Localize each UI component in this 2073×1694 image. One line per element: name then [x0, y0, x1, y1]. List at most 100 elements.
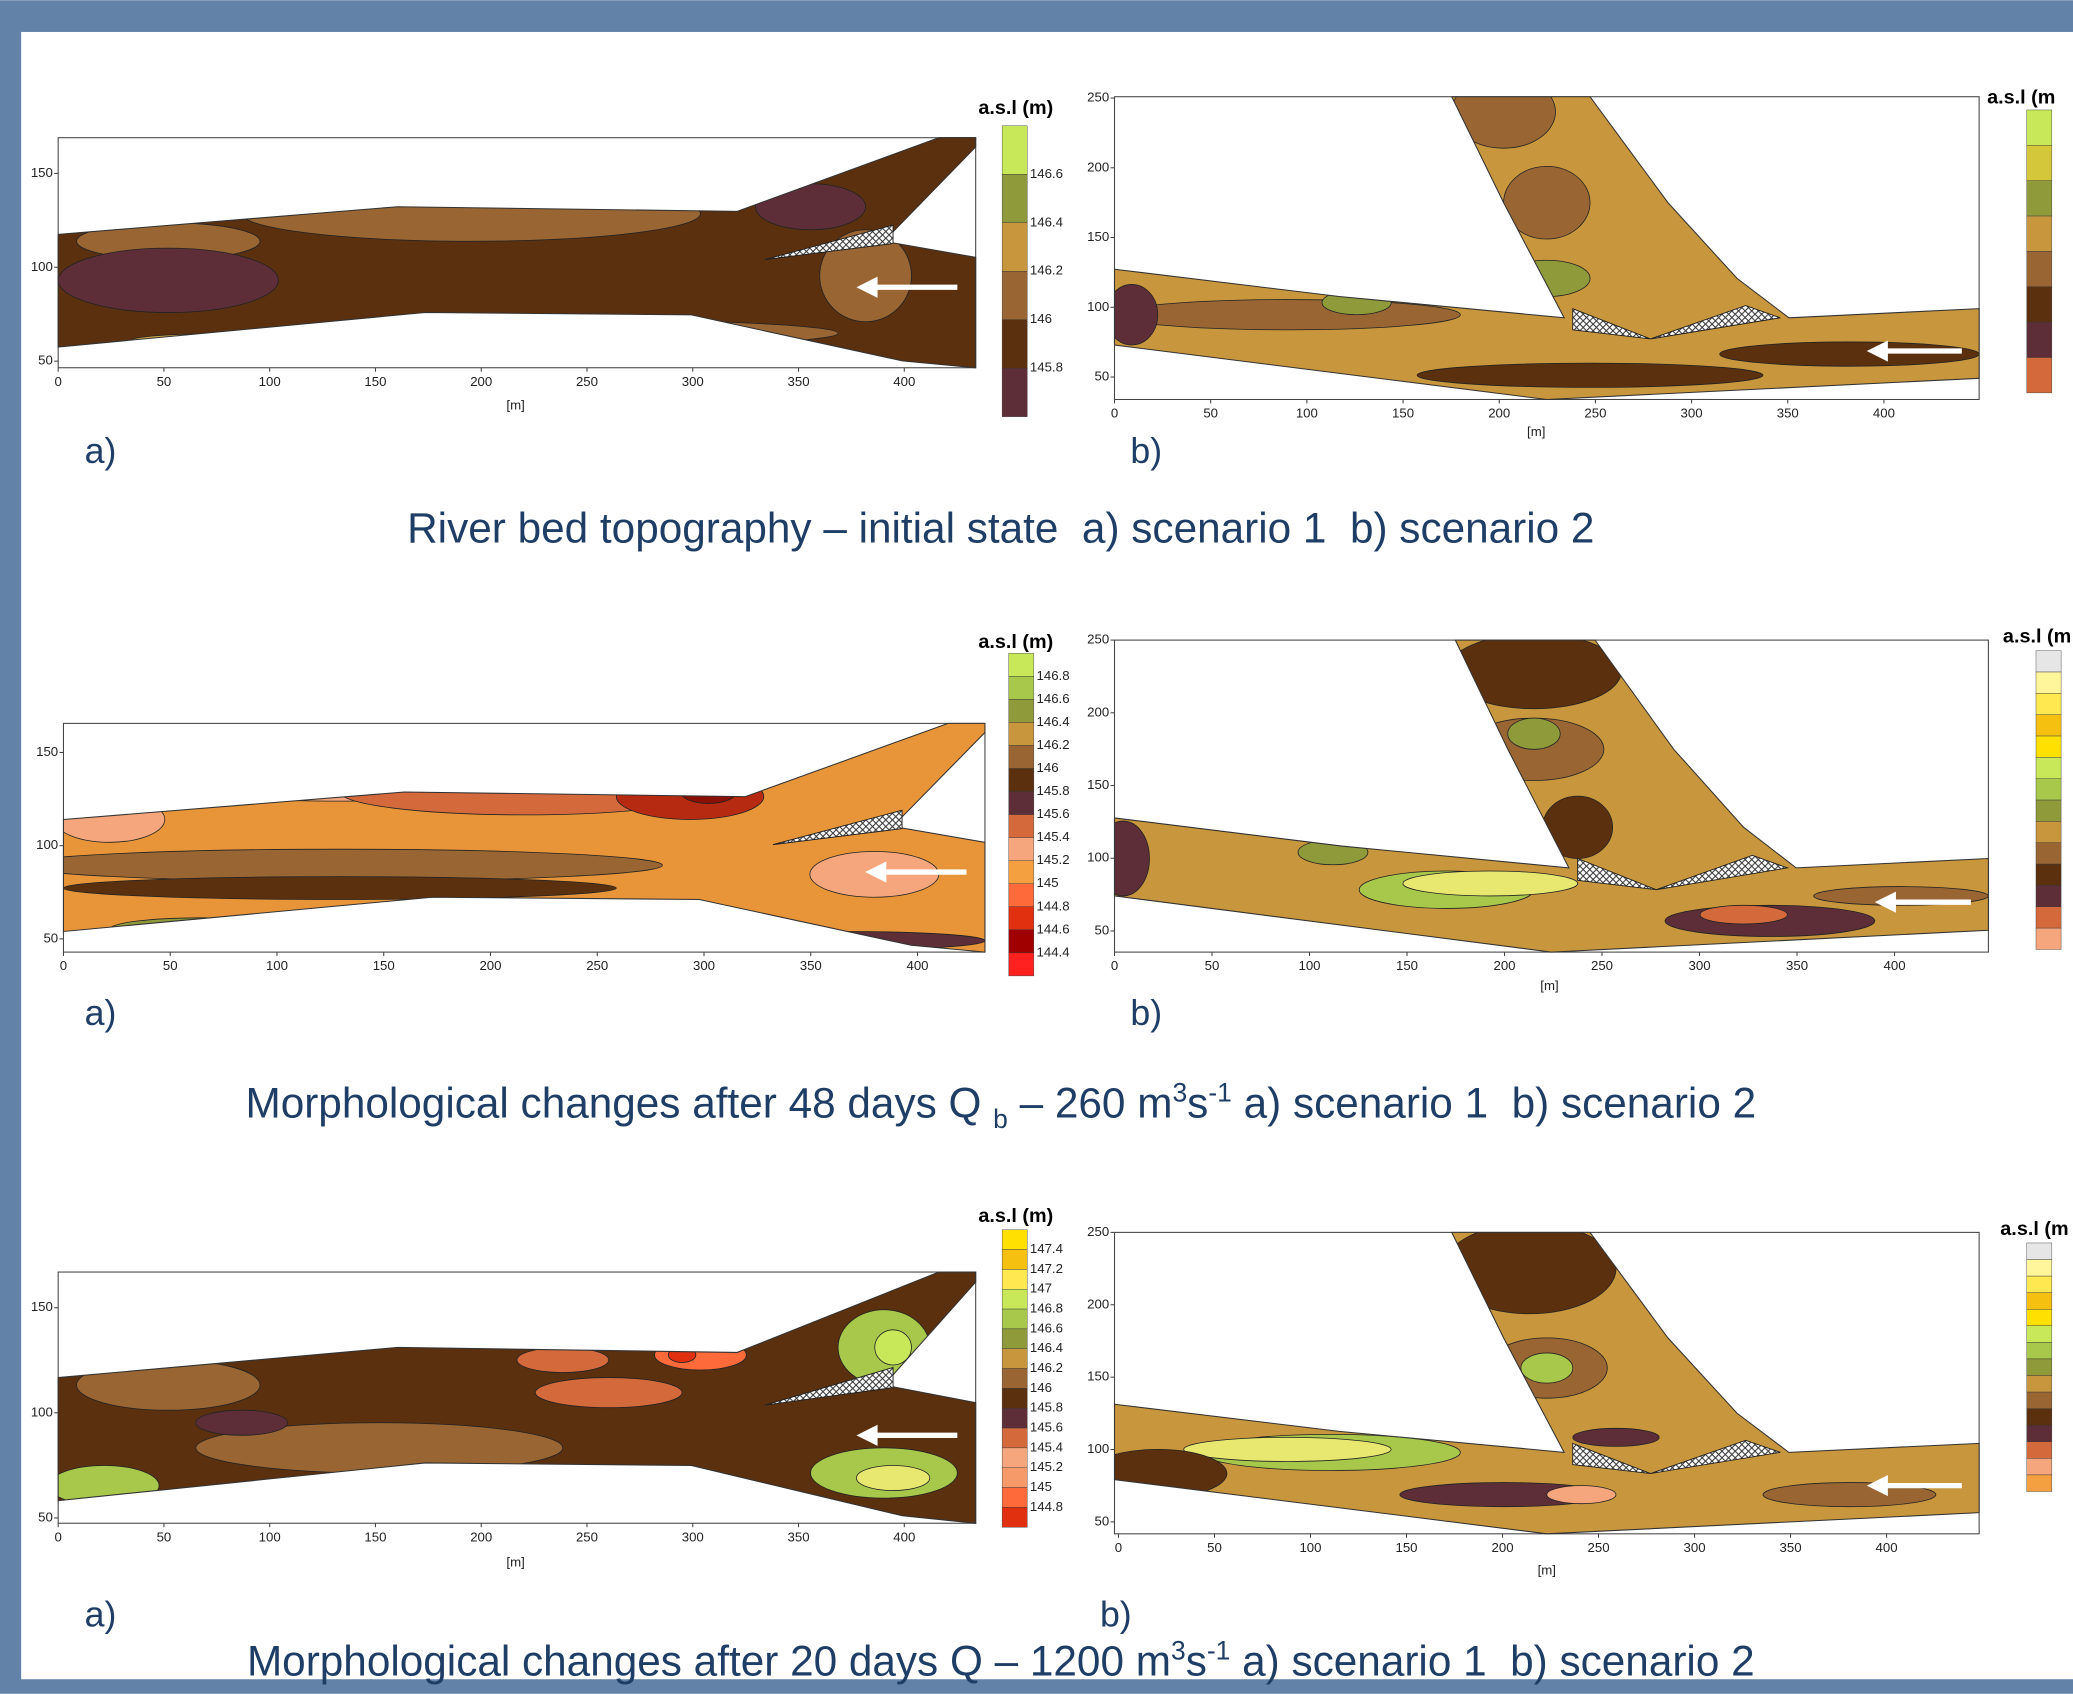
legend-swatch — [1002, 1488, 1027, 1508]
x-tick-label: 150 — [1392, 406, 1414, 421]
legend-swatch — [1002, 1428, 1027, 1448]
x-tick-label: 0 — [1111, 958, 1118, 973]
x-tick-label: 0 — [1115, 1540, 1122, 1555]
figure: River bed topography – initial state a) … — [0, 0, 2073, 1694]
legend-tick-label: 144.8 — [1030, 1499, 1063, 1514]
legend-tick-label: 146.4 — [1030, 214, 1063, 229]
legend-tick-label: 145 — [1030, 1479, 1052, 1494]
contour-zone — [517, 1347, 609, 1372]
y-tick-label: 200 — [1087, 159, 1109, 174]
x-axis-unit: [m] — [1538, 1562, 1556, 1577]
caption-sub: b — [993, 1104, 1008, 1134]
legend-swatch — [1002, 1269, 1027, 1289]
legend-swatch — [1002, 1329, 1027, 1349]
x-tick-label: 150 — [364, 1529, 386, 1544]
legend-swatch — [2027, 1276, 2052, 1293]
y-tick-label: 150 — [36, 744, 58, 759]
legend-swatch — [2036, 864, 2061, 885]
legend-swatch — [2027, 110, 2052, 145]
contour-zone — [1720, 342, 1979, 366]
x-axis-unit: [m] — [1527, 424, 1545, 439]
y-tick-label: 150 — [1087, 777, 1109, 792]
legend-swatch — [2027, 1342, 2052, 1359]
legend-swatch — [1002, 1388, 1027, 1408]
legend-tick-label: 145.2 — [1037, 852, 1070, 867]
y-tick-label: 100 — [31, 1404, 53, 1419]
legend-swatch — [1002, 1507, 1027, 1527]
x-tick-label: 200 — [1493, 958, 1515, 973]
y-tick-label: 50 — [43, 930, 58, 945]
x-axis-unit: [m] — [1540, 978, 1558, 993]
x-tick-label: 350 — [1780, 1540, 1802, 1555]
legend-tick-label: 146.8 — [1030, 1301, 1063, 1316]
legend-swatch — [2027, 287, 2052, 322]
caption-sup: 3 — [1172, 1077, 1187, 1107]
legend-tick-label: 146.6 — [1030, 166, 1063, 181]
legend-tick-label: 145.6 — [1037, 806, 1070, 821]
y-tick-label: 100 — [1087, 299, 1109, 314]
y-tick-label: 150 — [1087, 229, 1109, 244]
y-tick-label: 200 — [1087, 704, 1109, 719]
caption-sup: -1 — [1207, 1635, 1231, 1665]
x-tick-label: 200 — [1488, 406, 1510, 421]
y-tick-label: 100 — [1087, 1441, 1109, 1456]
legend-swatch — [2027, 1243, 2052, 1260]
contour-zone — [196, 1410, 288, 1435]
x-tick-label: 350 — [787, 1529, 809, 1544]
panel-label: a) — [85, 993, 117, 1033]
legend-tick-label: 146 — [1037, 760, 1059, 775]
legend-tick-label: 146 — [1030, 1380, 1052, 1395]
y-tick-label: 150 — [31, 1299, 53, 1314]
legend-swatch — [1002, 1408, 1027, 1428]
legend-title: a.s.l (m — [1987, 86, 2055, 108]
y-tick-label: 100 — [31, 259, 53, 274]
legend-swatch — [1009, 653, 1034, 676]
legend-swatch — [2036, 651, 2061, 672]
x-tick-label: 150 — [373, 958, 395, 973]
x-tick-label: 400 — [1876, 1540, 1898, 1555]
y-tick-label: 150 — [1087, 1369, 1109, 1384]
legend-tick-label: 146 — [1030, 311, 1052, 326]
x-tick-label: 300 — [1681, 406, 1703, 421]
legend-swatch — [1002, 1468, 1027, 1488]
caption-text: s — [1186, 1637, 1207, 1684]
x-tick-label: 200 — [470, 374, 492, 389]
legend-title: a.s.l (m — [2000, 1218, 2068, 1240]
x-tick-label: 150 — [1396, 958, 1418, 973]
legend-tick-label: 145.4 — [1030, 1439, 1063, 1454]
x-tick-label: 50 — [1207, 1540, 1222, 1555]
legend-tick-label: 146.6 — [1030, 1320, 1063, 1335]
legend-swatch — [1009, 699, 1034, 722]
x-tick-label: 100 — [1296, 406, 1318, 421]
contour-zone — [1573, 1428, 1659, 1446]
x-tick-label: 300 — [682, 1529, 704, 1544]
contour-zone — [1403, 871, 1578, 896]
legend-swatch — [2027, 1442, 2052, 1459]
legend-tick-label: 146.2 — [1030, 263, 1063, 278]
legend-swatch — [2027, 1293, 2052, 1310]
legend-tick-label: 147.4 — [1030, 1241, 1063, 1256]
legend-tick-label: 144.4 — [1037, 944, 1070, 959]
legend-swatch — [1002, 223, 1027, 271]
x-tick-label: 250 — [1591, 958, 1613, 973]
legend-swatch — [2027, 358, 2052, 393]
legend-swatch — [1002, 368, 1027, 416]
legend-swatch — [1009, 861, 1034, 884]
legend-swatch — [2027, 145, 2052, 180]
y-tick-label: 150 — [31, 165, 53, 180]
y-tick-label: 250 — [1087, 1224, 1109, 1239]
x-tick-label: 50 — [157, 374, 172, 389]
caption-text: Morphological changes after 20 days Q – … — [247, 1637, 1171, 1684]
caption-text: a) scenario 1 b) scenario 2 — [1230, 1637, 1754, 1684]
legend-tick-label: 146.4 — [1037, 714, 1070, 729]
legend-title: a.s.l (m) — [978, 1205, 1053, 1227]
x-tick-label: 300 — [693, 958, 715, 973]
x-tick-label: 100 — [266, 958, 288, 973]
y-tick-label: 50 — [38, 1509, 53, 1524]
x-tick-label: 0 — [1111, 406, 1118, 421]
legend-swatch — [1009, 930, 1034, 953]
legend-swatch — [1009, 907, 1034, 930]
legend-swatch — [2036, 715, 2061, 736]
contour-zone — [1417, 363, 1763, 387]
legend-swatch — [2036, 907, 2061, 928]
